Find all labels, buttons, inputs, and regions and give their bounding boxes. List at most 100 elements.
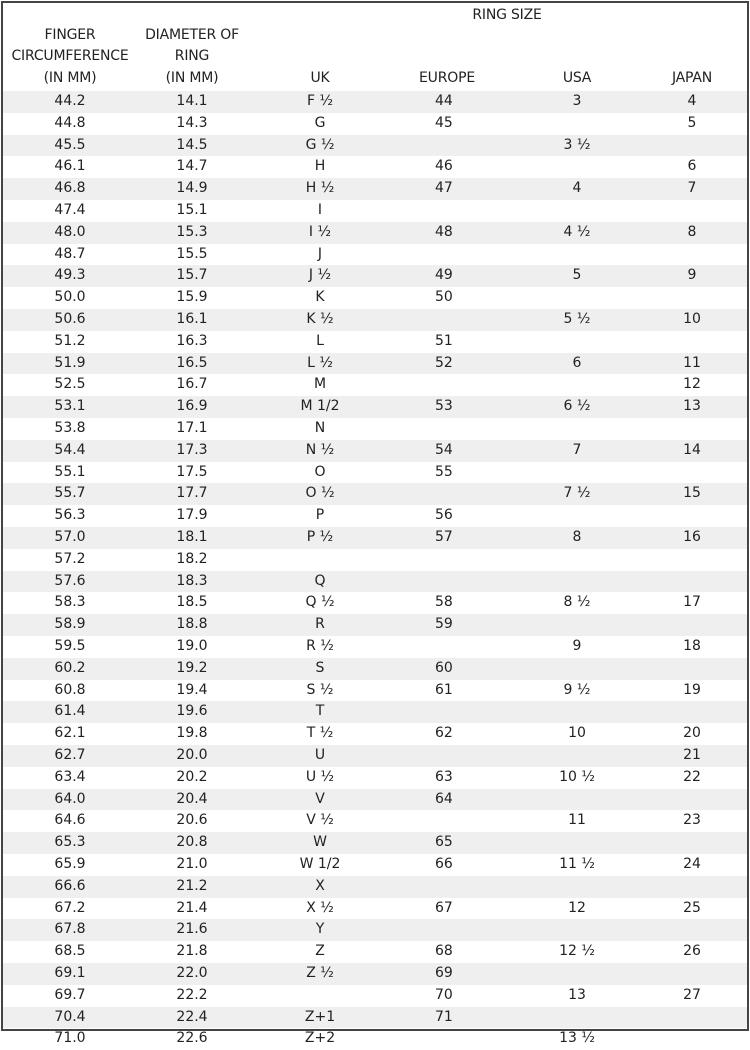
- cell-finger-circumference: 57.2: [54, 550, 86, 567]
- column-header-finger-circumference: FINGER: [44, 26, 96, 43]
- column-header-ring-diameter: RING: [174, 48, 210, 64]
- cell-usa: 5 ½: [563, 311, 591, 327]
- cell-europe: 64: [435, 790, 453, 807]
- cell-finger-circumference: 62.7: [54, 747, 86, 763]
- cell-japan: 14: [683, 441, 701, 458]
- cell-ring-diameter: 18.1: [176, 529, 208, 545]
- table-row: 51.2 16.3 L 51: [3, 331, 747, 353]
- cell-uk: Q ½: [305, 594, 335, 611]
- table-row: 46.1 14.7 H 46 6: [3, 156, 747, 178]
- cell-japan: 5: [687, 114, 697, 131]
- cell-finger-circumference: 66.6: [54, 877, 86, 894]
- cell-japan: 15: [683, 485, 701, 502]
- cell-uk: R ½: [306, 638, 334, 654]
- cell-uk: S: [315, 659, 325, 676]
- cell-uk: F ½: [306, 93, 334, 109]
- cell-ring-diameter: 17.7: [176, 485, 208, 502]
- table-row: 47.4 15.1 I: [3, 200, 747, 222]
- cell-finger-circumference: 64.6: [54, 812, 86, 829]
- cell-uk: L ½: [307, 354, 333, 371]
- cell-uk: P ½: [306, 529, 334, 545]
- cell-usa: 11 ½: [559, 856, 595, 872]
- cell-ring-diameter: 20.4: [176, 790, 208, 807]
- column-header-usa: USA: [562, 69, 592, 86]
- cell-uk: U ½: [305, 768, 335, 785]
- cell-usa: 9 ½: [563, 681, 591, 698]
- cell-uk: N ½: [305, 441, 335, 458]
- table-row: 65.9 21.0 W 1/2 66 11 ½ 24: [3, 854, 747, 876]
- cell-ring-diameter: 22.2: [176, 986, 208, 1003]
- table-row: 58.3 18.5 Q ½ 58 8 ½ 17: [3, 592, 747, 614]
- cell-uk: T: [315, 703, 325, 720]
- cell-uk: J ½: [308, 267, 332, 284]
- cell-uk: X ½: [306, 899, 334, 916]
- cell-ring-diameter: 22.4: [176, 1008, 208, 1025]
- cell-usa: 6 ½: [563, 398, 591, 415]
- cell-ring-diameter: 21.8: [176, 943, 208, 960]
- cell-europe: 49: [435, 267, 453, 284]
- cell-usa: 3: [572, 93, 582, 109]
- cell-ring-diameter: 19.0: [176, 638, 208, 654]
- column-header-japan: JAPAN: [671, 69, 713, 86]
- cell-finger-circumference: 64.0: [54, 790, 86, 807]
- cell-japan: 19: [683, 681, 701, 698]
- cell-finger-circumference: 65.3: [54, 834, 86, 851]
- cell-japan: 10: [683, 311, 701, 327]
- cell-uk: T ½: [306, 725, 334, 742]
- cell-japan: 27: [683, 986, 701, 1003]
- cell-ring-diameter: 14.7: [176, 158, 208, 175]
- cell-europe: 57: [435, 529, 453, 545]
- cell-europe: 65: [435, 834, 453, 851]
- cell-usa: 8: [572, 529, 582, 545]
- cell-europe: 60: [435, 659, 453, 676]
- cell-finger-circumference: 51.9: [54, 354, 86, 371]
- cell-uk: H: [314, 158, 326, 175]
- cell-europe: 68: [435, 943, 453, 960]
- cell-uk: Y: [315, 921, 325, 938]
- cell-europe: 55: [435, 463, 453, 480]
- cell-finger-circumference: 48.0: [54, 223, 86, 240]
- cell-ring-diameter: 15.9: [176, 289, 208, 306]
- cell-europe: 58: [435, 594, 453, 611]
- table-row: 60.8 19.4 S ½ 61 9 ½ 19: [3, 680, 747, 702]
- cell-finger-circumference: 58.3: [54, 594, 86, 611]
- cell-europe: 50: [435, 289, 453, 306]
- table-row: 61.4 19.6 T: [3, 701, 747, 724]
- cell-uk: S ½: [306, 681, 334, 698]
- cell-japan: 16: [683, 529, 701, 545]
- cell-uk: Z ½: [306, 965, 334, 981]
- cell-ring-diameter: 18.2: [176, 550, 208, 567]
- cell-japan: 21: [683, 747, 701, 763]
- cell-finger-circumference: 55.1: [54, 463, 86, 480]
- cell-uk: Z: [315, 943, 325, 960]
- table-row: 48.0 15.3 I ½ 48 4 ½ 8: [3, 221, 747, 244]
- cell-uk: Q: [314, 572, 326, 589]
- cell-ring-diameter: 20.6: [176, 812, 208, 829]
- cell-japan: 6: [687, 158, 697, 175]
- cell-ring-diameter: 16.5: [176, 354, 208, 371]
- column-header-europe: EUROPE: [419, 69, 475, 86]
- cell-japan: 9: [687, 267, 697, 284]
- cell-finger-circumference: 44.8: [54, 114, 86, 131]
- cell-ring-diameter: 17.1: [176, 420, 208, 436]
- cell-uk: Z+1: [304, 1008, 336, 1025]
- cell-finger-circumference: 51.2: [54, 332, 86, 349]
- cell-ring-diameter: 19.6: [176, 703, 208, 720]
- cell-finger-circumference: 57.0: [54, 529, 86, 545]
- column-header-ring-diameter: DIAMETER OF: [145, 26, 239, 43]
- cell-ring-diameter: 22.0: [176, 965, 208, 981]
- cell-ring-diameter: 18.5: [176, 594, 208, 611]
- cell-usa: 11: [568, 812, 586, 829]
- cell-ring-diameter: 16.9: [176, 398, 208, 415]
- cell-europe: 52: [435, 354, 453, 371]
- cell-japan: 7: [687, 180, 697, 197]
- cell-ring-diameter: 20.2: [176, 768, 208, 785]
- cell-finger-circumference: 50.6: [54, 311, 86, 327]
- cell-ring-diameter: 15.7: [176, 267, 208, 284]
- column-header-ring-diameter: (IN MM): [165, 69, 219, 86]
- table-row: 67.2 21.4 X ½ 67 12 25: [3, 898, 747, 920]
- cell-japan: 8: [687, 223, 697, 240]
- cell-uk: M: [313, 376, 327, 393]
- table-row: 45.5 14.5 G ½ 3 ½: [3, 134, 747, 157]
- cell-finger-circumference: 53.8: [54, 420, 86, 436]
